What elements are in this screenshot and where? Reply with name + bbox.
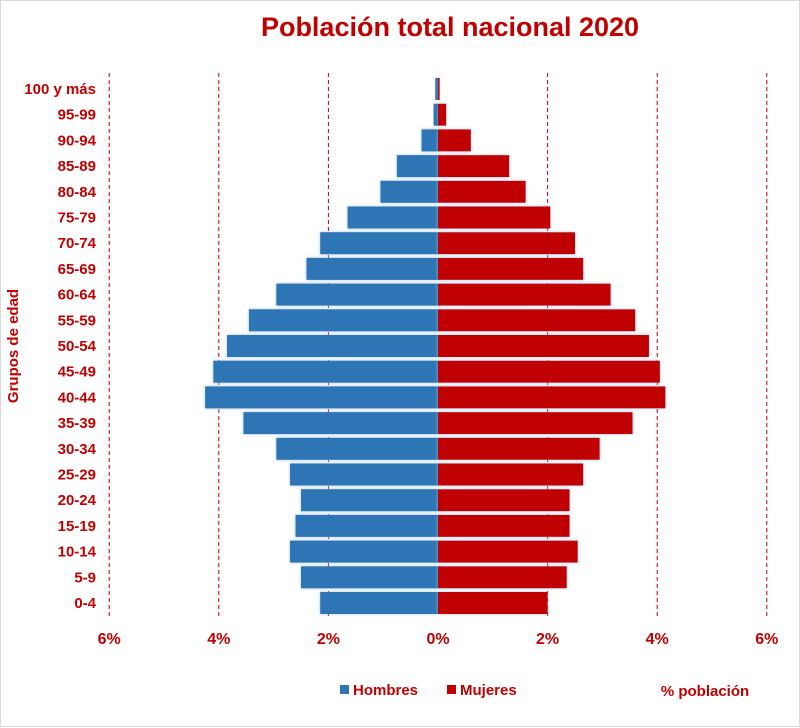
bar-hombres [320, 592, 438, 614]
category-label: 20-24 [58, 492, 97, 509]
category-label: 50-54 [58, 338, 97, 355]
bar-hombres [205, 386, 438, 409]
category-label: 25-29 [58, 467, 96, 484]
bar-hombres [248, 309, 438, 332]
category-label: 0-4 [74, 595, 96, 612]
bar-mujeres [438, 386, 666, 409]
category-label: 45-49 [58, 364, 96, 381]
bar-hombres [276, 283, 438, 306]
category-label: 65-69 [58, 261, 96, 278]
bar-hombres [213, 360, 438, 383]
x-tick-label: 4% [207, 631, 230, 648]
bar-hombres [227, 335, 438, 357]
bar-hombres [301, 566, 438, 589]
x-tick-label: 2% [536, 631, 559, 648]
bar-mujeres [438, 437, 600, 460]
legend-swatch [340, 685, 349, 694]
category-label: 60-64 [58, 287, 97, 304]
category-labels: 0-4 5-9 10-14 15-19 20-24 25-29 30-34 35-39 40-4… [24, 81, 96, 612]
legend-label: Mujeres [460, 682, 517, 699]
bar-mujeres [438, 206, 551, 229]
bar-hombres [347, 206, 438, 229]
bar-mujeres [438, 103, 447, 126]
bar-hombres [276, 437, 438, 460]
x-tick-labels: 6% 4% 2% 0% 2% 4% 6% [98, 631, 779, 648]
bar-mujeres [438, 360, 660, 383]
x-tick-label: 0% [426, 631, 449, 648]
bar-mujeres [438, 78, 440, 100]
legend-label: Hombres [353, 682, 418, 699]
category-label: 30-34 [58, 441, 97, 458]
bar-hombres [421, 129, 438, 152]
bar-mujeres [438, 566, 567, 589]
x-tick-label: 6% [755, 631, 778, 648]
bar-hombres [435, 78, 438, 100]
category-label: 75-79 [58, 210, 96, 227]
legend-swatch [447, 685, 456, 694]
bar-hombres [320, 232, 438, 255]
category-label: 35-39 [58, 415, 96, 432]
category-label: 100 y más [24, 81, 96, 98]
bar-hombres [301, 489, 438, 512]
unit-label: % población [661, 683, 749, 700]
bar-hombres [243, 412, 438, 435]
bar-hombres [433, 103, 438, 126]
bar-hombres [306, 257, 438, 280]
bar-mujeres [438, 463, 584, 486]
category-label: 90-94 [58, 132, 97, 149]
bar-mujeres [438, 309, 636, 332]
bar-mujeres [438, 180, 526, 203]
category-label: 95-99 [58, 107, 96, 124]
bar-hombres [290, 540, 438, 563]
x-tick-label: 4% [646, 631, 669, 648]
category-label: 85-89 [58, 158, 96, 175]
bar-mujeres [438, 412, 633, 435]
chart-title: Población total nacional 2020 [261, 12, 639, 42]
bar-mujeres [438, 514, 570, 537]
bar-mujeres [438, 592, 548, 614]
bar-mujeres [438, 540, 578, 563]
bar-mujeres [438, 155, 510, 178]
category-label: 55-59 [58, 312, 96, 329]
bar-mujeres [438, 257, 584, 280]
bar-hombres [396, 155, 438, 178]
bar-mujeres [438, 129, 471, 152]
bar-hombres [290, 463, 438, 486]
bar-hombres [380, 180, 438, 203]
x-tick-label: 6% [98, 631, 121, 648]
category-label: 5-9 [74, 569, 96, 586]
bars [205, 78, 666, 614]
bar-mujeres [438, 489, 570, 512]
legend: Hombres Mujeres [340, 682, 517, 699]
y-axis-label: Grupos de edad [5, 289, 22, 403]
x-tick-label: 2% [317, 631, 340, 648]
category-label: 80-84 [58, 184, 97, 201]
bar-mujeres [438, 335, 649, 357]
category-label: 70-74 [58, 235, 97, 252]
bar-hombres [295, 514, 438, 537]
category-label: 10-14 [58, 544, 97, 561]
category-label: 15-19 [58, 518, 96, 535]
bar-mujeres [438, 283, 611, 306]
bar-mujeres [438, 232, 575, 255]
category-label: 40-44 [58, 389, 97, 406]
